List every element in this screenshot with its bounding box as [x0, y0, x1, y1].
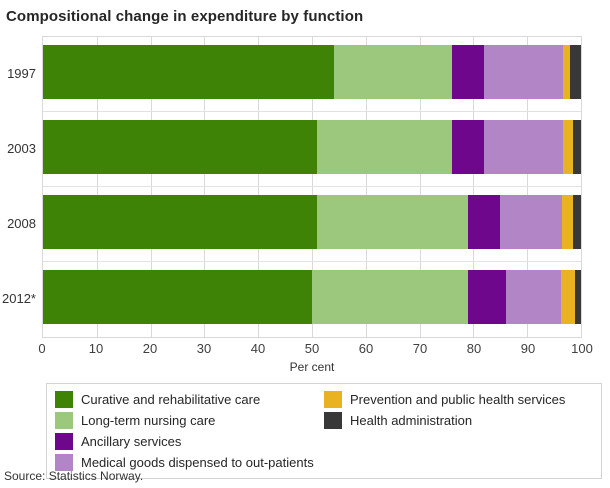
plot-wrapper: 0 10 20 30 40 50 60 70 80 90 100 Per cent: [38, 36, 593, 374]
source-note: Source: Statistics Norway.: [4, 469, 144, 483]
bar-segment: [484, 45, 564, 99]
x-tick-label: 20: [142, 341, 158, 356]
x-tick-label: 90: [520, 341, 536, 356]
stacked-bar-2003: [43, 120, 581, 174]
legend-swatch: [324, 391, 342, 408]
bar-segment: [563, 120, 574, 174]
legend-swatch: [55, 412, 73, 429]
legend-label: Curative and rehabilitative care: [81, 392, 261, 407]
bar-segment: [43, 45, 334, 99]
category-band: [43, 37, 581, 112]
stacked-bar-1997: [43, 45, 581, 99]
category-label: 2003: [7, 141, 36, 156]
bar-segment: [333, 45, 452, 99]
bar-segment: [573, 120, 581, 174]
bar-segment: [575, 270, 581, 324]
bar-segment: [451, 120, 485, 174]
legend-label: Health administration: [350, 413, 473, 428]
legend-label: Ancillary services: [81, 434, 182, 449]
x-axis-title: Per cent: [289, 360, 335, 374]
legend-item: Ancillary services: [55, 431, 324, 452]
legend-item: Prevention and public health services: [324, 389, 593, 410]
category-label: 2008: [7, 216, 36, 231]
legend-swatch: [55, 433, 73, 450]
x-tick-label: 70: [412, 341, 428, 356]
stacked-bar-chart: 1997 2003 2008 2012* 0 10 20 30 40 50 60 70 80 90 100…: [2, 36, 604, 374]
gridline: [365, 37, 367, 337]
category-band: [43, 187, 581, 262]
x-tick-label: 80: [466, 341, 482, 356]
legend-item: Health administration: [324, 410, 593, 431]
category-label: 2012*: [2, 291, 36, 306]
gridline: [96, 37, 98, 337]
bar-segment: [43, 120, 318, 174]
bar-segment: [43, 195, 318, 249]
stacked-bar-2008: [43, 195, 581, 249]
bar-segment: [505, 270, 562, 324]
bar-segment: [561, 270, 576, 324]
x-tick-label: 40: [250, 341, 266, 356]
bar-segment: [317, 195, 468, 249]
legend: Curative and rehabilitative care Long-ter…: [46, 383, 602, 479]
category-band: [43, 262, 581, 337]
legend-item: Medical goods dispensed to out-patients: [55, 452, 324, 473]
bar-segment: [451, 45, 485, 99]
bar-segment: [312, 270, 469, 324]
gridline: [473, 37, 475, 337]
stacked-bar-2012: [43, 270, 581, 324]
legend-item: Long-term nursing care: [55, 410, 324, 431]
legend-swatch: [324, 412, 342, 429]
bar-segment: [573, 195, 581, 249]
bar-segment: [562, 195, 574, 249]
plot-area: [42, 36, 582, 338]
x-tick-label: 10: [88, 341, 104, 356]
bar-segment: [500, 195, 563, 249]
x-tick-label: 60: [358, 341, 374, 356]
legend-swatch: [55, 391, 73, 408]
gridline: [527, 37, 529, 337]
legend-swatch: [55, 454, 73, 471]
y-axis-labels: 1997 2003 2008 2012*: [2, 36, 42, 374]
bar-segment: [317, 120, 452, 174]
gridline: [150, 37, 152, 337]
x-tick-label: 50: [304, 341, 320, 356]
gridline: [312, 37, 313, 337]
bar-segment: [569, 45, 581, 99]
x-tick-label: 30: [196, 341, 212, 356]
bar-segment: [563, 45, 570, 99]
bar-segment: [468, 270, 506, 324]
gridline: [204, 37, 206, 337]
x-axis-ticks: 0 10 20 30 40 50 60 70 80 90 100: [38, 341, 592, 360]
gridline: [419, 37, 421, 337]
legend-item: Curative and rehabilitative care: [55, 389, 324, 410]
x-tick-label: 0: [38, 341, 46, 356]
legend-label: Prevention and public health services: [350, 392, 566, 407]
gridline: [258, 37, 260, 337]
chart-title: Compositional change in expenditure by f…: [6, 8, 364, 25]
x-tick-label: 100: [571, 341, 593, 356]
bar-segment: [484, 120, 564, 174]
bar-segment: [43, 270, 312, 324]
category-label: 1997: [7, 66, 36, 81]
bar-segment: [468, 195, 501, 249]
legend-label: Medical goods dispensed to out-patients: [81, 455, 314, 470]
legend-label: Long-term nursing care: [81, 413, 216, 428]
category-band: [43, 112, 581, 187]
